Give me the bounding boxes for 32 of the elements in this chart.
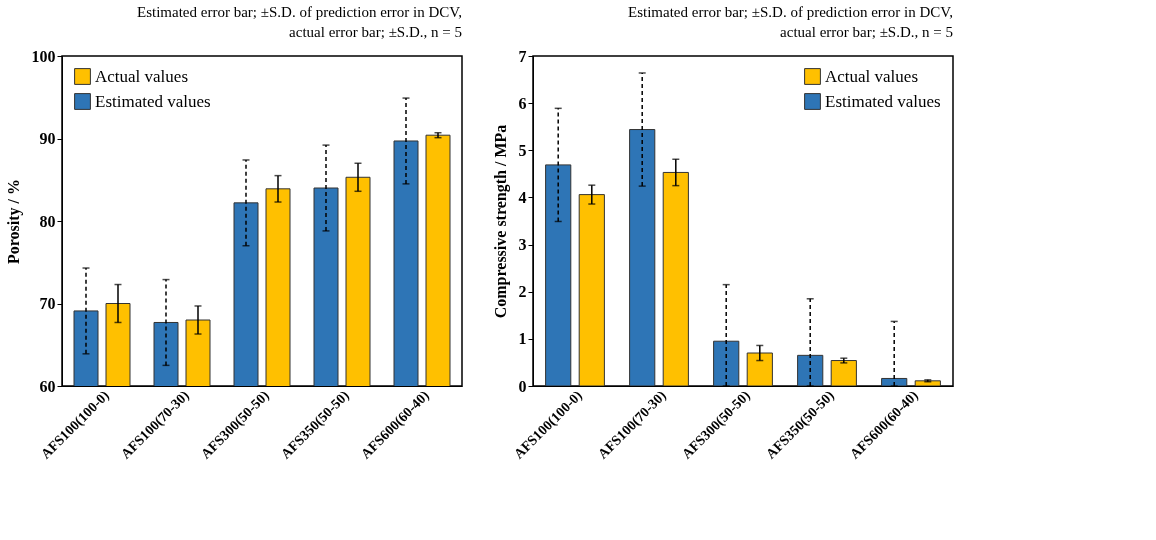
y-tick-label: 1 bbox=[518, 330, 527, 348]
y-tick-label: 90 bbox=[39, 130, 56, 147]
bar bbox=[746, 352, 773, 386]
text: actual error bar; ±S.D., n = 5 bbox=[289, 24, 462, 40]
bar bbox=[797, 354, 824, 386]
bar bbox=[629, 129, 656, 386]
y-axis-title: Compressive strength / MPa bbox=[491, 124, 510, 319]
y-tick-label: 5 bbox=[518, 141, 527, 159]
text: Estimated error bar; ±S.D. of prediction error in DCV, bbox=[137, 4, 462, 20]
y-tick-label: 100 bbox=[31, 47, 56, 65]
bar bbox=[578, 194, 605, 386]
legend-label: Actual values bbox=[825, 66, 918, 86]
y-tick-label: 4 bbox=[518, 188, 527, 206]
legend-label: Estimated values bbox=[825, 91, 941, 111]
y-tick-label: 70 bbox=[39, 295, 56, 312]
y-tick-label: 60 bbox=[39, 377, 56, 395]
text: actual error bar; ±S.D., n = 5 bbox=[780, 24, 953, 40]
y-axis-title: Porosity / % bbox=[4, 178, 23, 265]
bar bbox=[881, 377, 908, 386]
legend-label: Estimated values bbox=[95, 91, 211, 111]
bar bbox=[545, 164, 572, 386]
bar bbox=[830, 360, 857, 386]
bar bbox=[662, 171, 689, 386]
y-tick-label: 0 bbox=[518, 377, 527, 395]
text: Estimated error bar; ±S.D. of prediction error in DCV, bbox=[628, 4, 953, 20]
y-tick-label: 3 bbox=[518, 236, 527, 254]
y-tick-label: 6 bbox=[518, 94, 527, 112]
legend-label: Actual values bbox=[95, 66, 188, 86]
y-tick-label: 2 bbox=[518, 283, 527, 301]
y-tick-label: 7 bbox=[518, 47, 527, 65]
y-tick-label: 80 bbox=[39, 212, 56, 230]
bar bbox=[713, 340, 740, 386]
